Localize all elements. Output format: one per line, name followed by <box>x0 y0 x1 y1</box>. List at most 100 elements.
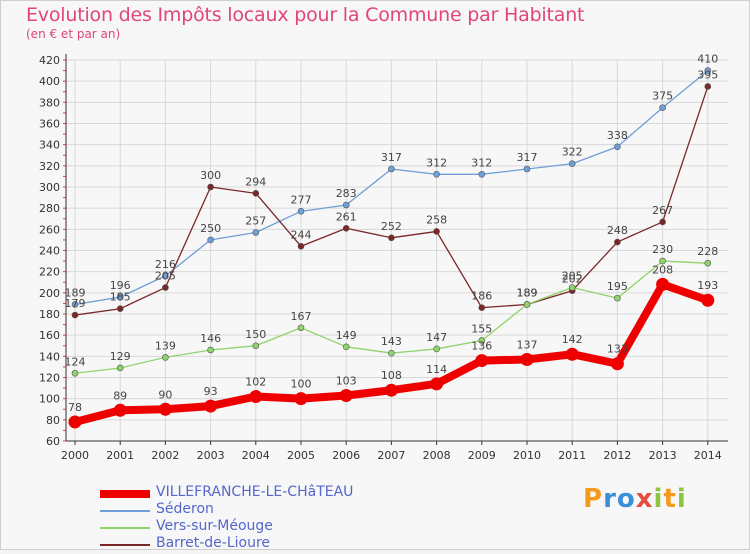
data-label: 189 <box>517 286 538 299</box>
data-point <box>523 301 531 308</box>
data-label: 205 <box>155 270 176 283</box>
data-point <box>71 301 79 308</box>
data-label: 147 <box>426 331 447 344</box>
data-point <box>162 272 169 280</box>
y-tick-label: 240 <box>39 245 60 258</box>
data-label: 250 <box>200 222 221 235</box>
data-point <box>162 354 169 361</box>
data-label: 410 <box>697 53 718 66</box>
data-point <box>659 218 666 226</box>
data-label: 143 <box>381 335 402 348</box>
y-tick-label: 400 <box>39 75 60 88</box>
data-label: 317 <box>517 151 538 164</box>
data-point <box>71 369 79 377</box>
data-point <box>294 392 308 406</box>
data-label: 230 <box>652 243 673 256</box>
y-tick-label: 80 <box>46 414 60 427</box>
x-tick-label: 2005 <box>287 449 315 462</box>
data-point <box>614 238 621 246</box>
data-label: 137 <box>517 339 538 352</box>
data-label: 93 <box>204 385 218 398</box>
data-point <box>659 257 666 265</box>
y-tick-label: 180 <box>39 308 60 321</box>
data-point <box>433 345 440 353</box>
x-tick-label: 2010 <box>513 449 541 462</box>
data-point <box>204 399 218 413</box>
data-point <box>116 293 124 301</box>
data-label: 142 <box>562 333 583 346</box>
x-tick-label: 2014 <box>694 449 722 462</box>
data-label: 185 <box>110 291 131 304</box>
data-point <box>158 402 172 416</box>
x-tick-label: 2013 <box>649 449 677 462</box>
data-point <box>252 229 260 236</box>
data-label: 300 <box>200 169 221 182</box>
data-point <box>701 293 715 307</box>
data-point <box>704 259 712 267</box>
y-tick-label: 260 <box>39 223 60 236</box>
data-label: 312 <box>471 156 492 169</box>
data-point <box>430 377 444 391</box>
data-point <box>704 83 712 90</box>
data-point <box>207 236 214 244</box>
data-label: 133 <box>607 343 628 356</box>
data-point <box>384 383 398 397</box>
data-label: 102 <box>245 376 266 389</box>
data-point <box>433 228 440 235</box>
x-tick-label: 2004 <box>242 449 270 462</box>
x-tick-label: 2008 <box>423 449 451 462</box>
y-tick-label: 160 <box>39 329 60 342</box>
data-point <box>659 104 666 111</box>
data-label: 244 <box>291 228 312 241</box>
y-tick-label: 420 <box>39 54 60 67</box>
data-point <box>297 208 305 215</box>
data-label: 193 <box>697 279 718 292</box>
data-label: 248 <box>607 224 628 237</box>
data-label: 257 <box>245 215 266 228</box>
data-point <box>339 388 353 402</box>
data-label: 189 <box>65 286 86 299</box>
data-label: 277 <box>291 193 312 206</box>
data-label: 189 <box>517 286 538 299</box>
data-point <box>478 171 486 178</box>
data-label: 124 <box>65 355 86 368</box>
x-tick-label: 2007 <box>377 449 405 462</box>
y-tick-label: 220 <box>39 266 60 279</box>
x-tick-label: 2000 <box>61 449 89 462</box>
y-tick-label: 380 <box>39 96 60 109</box>
data-label: 196 <box>110 279 131 292</box>
x-tick-label: 2011 <box>558 449 586 462</box>
data-point <box>614 294 621 302</box>
data-point <box>207 183 214 191</box>
data-point <box>388 234 395 242</box>
data-label: 228 <box>697 245 718 258</box>
legend-label: Vers-sur-Méouge <box>156 518 273 534</box>
y-tick-label: 120 <box>39 372 60 385</box>
data-point <box>297 324 305 332</box>
data-point <box>207 346 214 354</box>
legend-swatch <box>100 490 150 498</box>
legend-swatch <box>100 527 150 529</box>
x-tick-label: 2001 <box>106 449 134 462</box>
data-point <box>252 190 260 197</box>
chart-title: Evolution des Impôts locaux pour la Comm… <box>26 4 585 26</box>
data-label: 167 <box>291 310 312 323</box>
x-tick-label: 2009 <box>468 449 496 462</box>
data-point <box>478 304 486 311</box>
data-label: 202 <box>562 273 583 286</box>
data-point <box>252 342 260 350</box>
data-point <box>71 311 79 319</box>
data-label: 283 <box>336 187 357 200</box>
data-point <box>523 165 531 173</box>
chart-subtitle: (en € et par an) <box>26 27 121 41</box>
data-label: 136 <box>471 340 492 353</box>
data-label: 208 <box>652 263 673 276</box>
data-label: 395 <box>697 68 718 81</box>
data-label: 261 <box>336 210 357 223</box>
data-point <box>116 364 124 372</box>
legend-label: Barret-de-Lioure <box>156 535 271 551</box>
x-tick-label: 2002 <box>151 449 179 462</box>
data-label: 312 <box>426 156 447 169</box>
data-point <box>297 242 305 250</box>
